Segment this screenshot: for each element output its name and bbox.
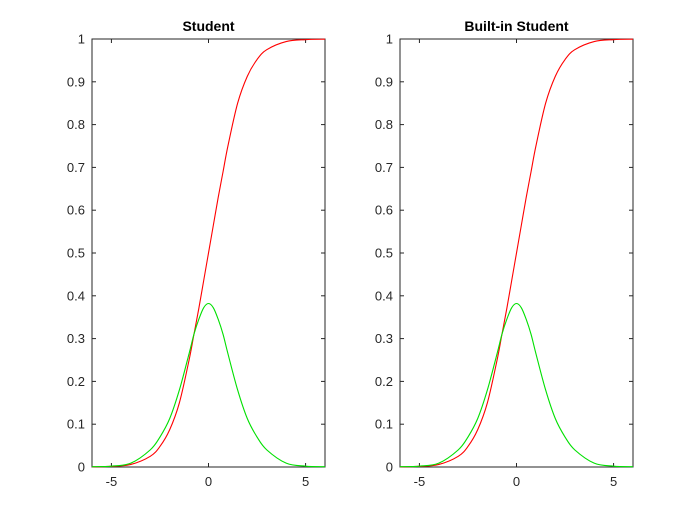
y-tick-label: 0.2 [375, 374, 393, 389]
series-line-cdf [91, 38, 326, 468]
subplot-student: Student 0 0.1 0.2 0.3 0.4 0.5 0.6 0.7 0.8 0.9 1 -5 0… [67, 18, 326, 489]
y-tick-label: 0.6 [375, 203, 393, 218]
series-line-pdf [399, 302, 634, 468]
y-tick-label: 0.2 [67, 374, 85, 389]
y-tick-label: 0.8 [375, 117, 393, 132]
y-tick-label: 0.3 [67, 331, 85, 346]
y-tick-label: 0.5 [375, 246, 393, 261]
y-tick-label: 0.9 [375, 74, 393, 89]
y-tick-label: 0.3 [375, 331, 393, 346]
y-tick-label: 0.4 [67, 288, 85, 303]
y-tick-label: 0.1 [67, 417, 85, 432]
x-tick-label: -5 [414, 474, 426, 489]
subplot-title: Student [182, 18, 234, 34]
y-tick-label: 0.7 [67, 160, 85, 175]
y-tick-label: 0.5 [67, 246, 85, 261]
series-line-cdf [399, 38, 634, 468]
series-line-pdf [91, 302, 326, 468]
subplot-title: Built-in Student [464, 18, 569, 34]
y-tick-label: 0 [386, 460, 393, 475]
y-tick-label: 0 [78, 460, 85, 475]
x-tick-label: 5 [610, 474, 617, 489]
y-tick-label: 0.8 [67, 117, 85, 132]
y-tick-label: 0.7 [375, 160, 393, 175]
subplot-built-in-student: Built-in Student 0 0.1 0.2 0.3 0.4 0.5 0.6 0.7 0… [375, 18, 634, 489]
x-tick-label: 5 [302, 474, 309, 489]
x-tick-label: 0 [513, 474, 520, 489]
y-tick-label: 0.1 [375, 417, 393, 432]
y-tick-label: 1 [386, 32, 393, 47]
x-tick-label: 0 [205, 474, 212, 489]
y-tick-label: 1 [78, 32, 85, 47]
x-tick-label: -5 [106, 474, 118, 489]
y-tick-label: 0.4 [375, 288, 393, 303]
y-tick-label: 0.6 [67, 203, 85, 218]
y-tick-label: 0.9 [67, 74, 85, 89]
